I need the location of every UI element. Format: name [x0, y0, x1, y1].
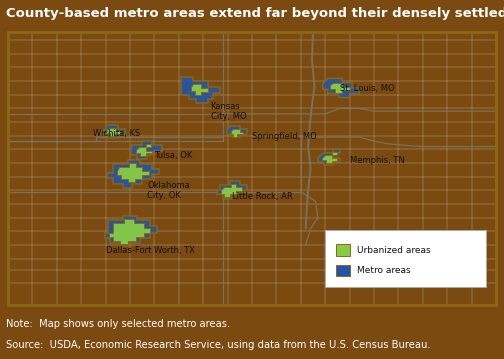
Bar — [337, 265, 350, 276]
Text: Metro areas: Metro areas — [357, 266, 411, 275]
Text: Note:  Map shows only selected metro areas.: Note: Map shows only selected metro area… — [6, 319, 230, 329]
Text: Kansas
City, MO: Kansas City, MO — [211, 102, 246, 121]
Polygon shape — [105, 216, 157, 246]
Polygon shape — [318, 149, 340, 165]
Polygon shape — [231, 129, 243, 136]
Polygon shape — [106, 128, 120, 136]
Text: Memphis, TN: Memphis, TN — [350, 156, 404, 165]
FancyBboxPatch shape — [325, 230, 486, 287]
Text: Tulsa, OK: Tulsa, OK — [154, 151, 193, 160]
Polygon shape — [330, 83, 350, 93]
Text: Springfield, MO: Springfield, MO — [252, 132, 317, 141]
Bar — [337, 244, 350, 256]
Text: Oklahoma
City, OK: Oklahoma City, OK — [147, 181, 190, 200]
Polygon shape — [109, 219, 150, 244]
Text: Urbanized areas: Urbanized areas — [357, 246, 431, 255]
Polygon shape — [101, 125, 125, 139]
Text: Wichita, KS: Wichita, KS — [93, 129, 141, 138]
Polygon shape — [217, 181, 247, 199]
Polygon shape — [181, 77, 220, 103]
Polygon shape — [136, 144, 152, 156]
Text: St. Louis, MO: St. Louis, MO — [340, 84, 395, 93]
Polygon shape — [131, 141, 162, 159]
Polygon shape — [227, 126, 247, 137]
Polygon shape — [117, 163, 149, 182]
Polygon shape — [106, 160, 159, 188]
Polygon shape — [322, 152, 337, 163]
Polygon shape — [221, 184, 242, 197]
Polygon shape — [191, 84, 208, 95]
Text: Source:  USDA, Economic Research Service, using data from the U.S. Census Bureau: Source: USDA, Economic Research Service,… — [6, 340, 431, 350]
Text: County-based metro areas extend far beyond their densely settled cores: County-based metro areas extend far beyo… — [6, 8, 504, 20]
Polygon shape — [323, 78, 359, 98]
Text: Little Rock, AR: Little Rock, AR — [232, 192, 293, 201]
Text: Dallas-Fort Worth, TX: Dallas-Fort Worth, TX — [106, 246, 195, 255]
